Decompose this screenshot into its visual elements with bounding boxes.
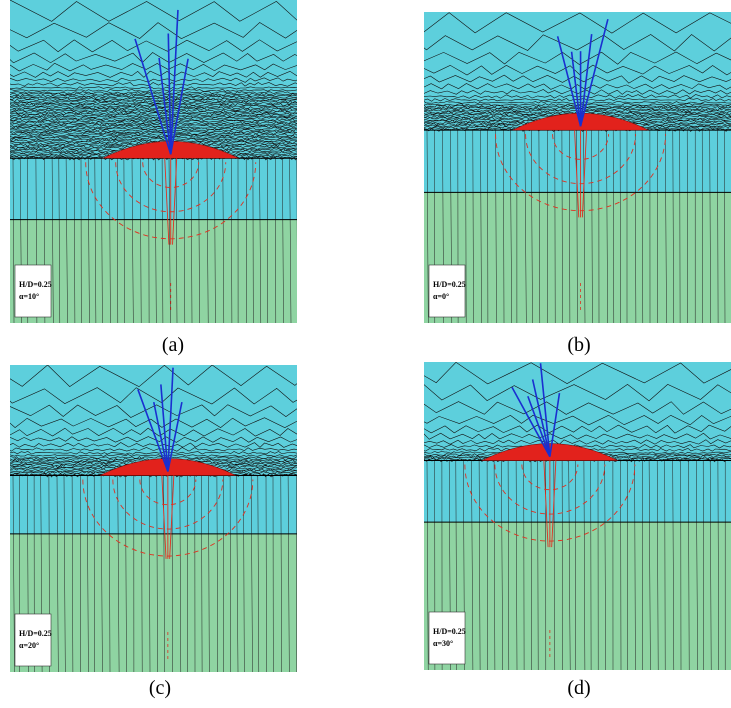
panel-label: H/D=0.25 (19, 280, 52, 289)
panel-caption: (c) (148, 677, 172, 699)
projectile-line (169, 9, 179, 155)
projectile-line (158, 57, 172, 155)
upper-layer (10, 158, 297, 220)
projectile-line (511, 386, 551, 457)
panel-caption: (d) (567, 677, 591, 699)
flow-arrows (521, 464, 579, 491)
panel-label: H/D=0.25 (19, 629, 52, 638)
flow-arrows (169, 475, 175, 559)
upper-layer (10, 475, 297, 534)
simulation-panel: H/D=0.25 α=0° (424, 12, 731, 323)
projectile-line (134, 38, 172, 155)
simulation-panel: H/D=0.25 α=10° (10, 0, 297, 323)
label-box (428, 611, 466, 665)
projectile-line (167, 401, 183, 472)
panel-label: α=10° (19, 292, 39, 301)
projectile-line (579, 34, 593, 127)
panel-label: H/D=0.25 (433, 627, 466, 636)
projectile-line (160, 384, 169, 472)
lower-layer (424, 522, 731, 670)
label-box (428, 264, 466, 318)
projectile-line (531, 379, 551, 457)
label-box (14, 613, 52, 667)
projectile-line (570, 51, 582, 127)
panel-label: H/D=0.25 (433, 280, 466, 289)
label-box (14, 264, 52, 318)
projectile-line (556, 36, 582, 127)
flow-arrows (551, 460, 557, 548)
flow-arrows (581, 130, 588, 218)
soil-mesh (12, 475, 297, 672)
panel-label: α=30° (433, 639, 453, 648)
flow-arrows (574, 130, 580, 218)
panel-caption: (a) (161, 334, 185, 356)
projectile-line (137, 389, 169, 472)
soil-mesh (12, 158, 297, 323)
projectile-line (169, 58, 189, 155)
projectile-line (527, 395, 551, 457)
soil-mesh (426, 460, 726, 670)
simulation-panel: H/D=0.25 α=30° (424, 362, 731, 670)
projectile-line (549, 392, 561, 457)
projectile-line (167, 367, 174, 472)
flow-arrows (139, 479, 197, 506)
projectile-line (167, 33, 172, 155)
flow-arrows (172, 158, 178, 245)
flow-arrows (164, 158, 170, 245)
upper-layer (424, 460, 731, 523)
simulation-panel: H/D=0.25 α=20° (10, 365, 297, 672)
flow-arrows (142, 162, 200, 188)
projectile-line (579, 18, 609, 127)
flow-arrows (161, 475, 167, 559)
air-region (424, 362, 731, 461)
flow-arrows (552, 134, 610, 160)
projectile-line (539, 363, 551, 457)
projectile-line (153, 401, 169, 472)
panel-caption: (b) (567, 334, 591, 356)
soil-mesh (426, 130, 726, 323)
panel-label: α=20° (19, 641, 39, 650)
panel-label: α=0° (433, 292, 449, 301)
flow-arrows (543, 460, 549, 548)
